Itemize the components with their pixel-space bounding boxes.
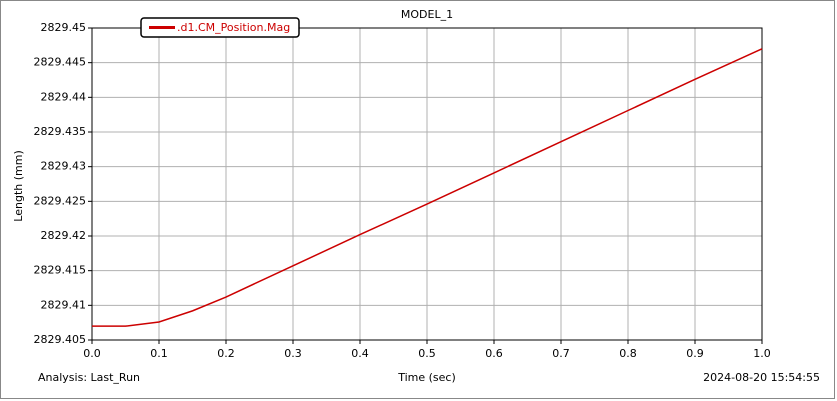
y-tick-label: 2829.445 [34,56,87,69]
x-tick-label: 0.7 [552,347,570,360]
y-tick-label: 2829.405 [34,333,87,346]
y-tick-label: 2829.42 [41,229,87,242]
timestamp: 2024-08-20 15:54:55 [703,371,820,384]
y-tick-label: 2829.435 [34,125,87,138]
analysis-label: Analysis: Last_Run [38,371,140,384]
plot-area [91,27,763,341]
x-tick-label: 0.3 [284,347,302,360]
data-line [92,48,763,327]
x-tick-label: 0.0 [83,347,101,360]
x-tick-label: 0.9 [686,347,704,360]
x-tick-label: 0.1 [150,347,168,360]
y-tick-label: 2829.44 [41,90,87,103]
y-tick-label: 2829.425 [34,194,87,207]
x-tick-label: 0.5 [418,347,436,360]
x-tick-label: 0.6 [485,347,503,360]
x-tick-label: 0.8 [619,347,637,360]
x-tick-label: 1.0 [753,347,771,360]
x-axis-label: Time (sec) [397,371,456,384]
y-tick-label: 2829.43 [41,160,87,173]
y-tick-label: 2829.41 [41,298,87,311]
chart-title: MODEL_1 [401,8,453,21]
legend-box [140,17,300,38]
x-tick-label: 0.4 [351,347,369,360]
x-tick-label: 0.2 [217,347,235,360]
legend-label: .d1.CM_Position.Mag [177,21,290,34]
y-tick-label: 2829.45 [41,21,87,34]
y-tick-label: 2829.415 [34,264,87,277]
y-axis-label: Length (mm) [12,150,25,221]
